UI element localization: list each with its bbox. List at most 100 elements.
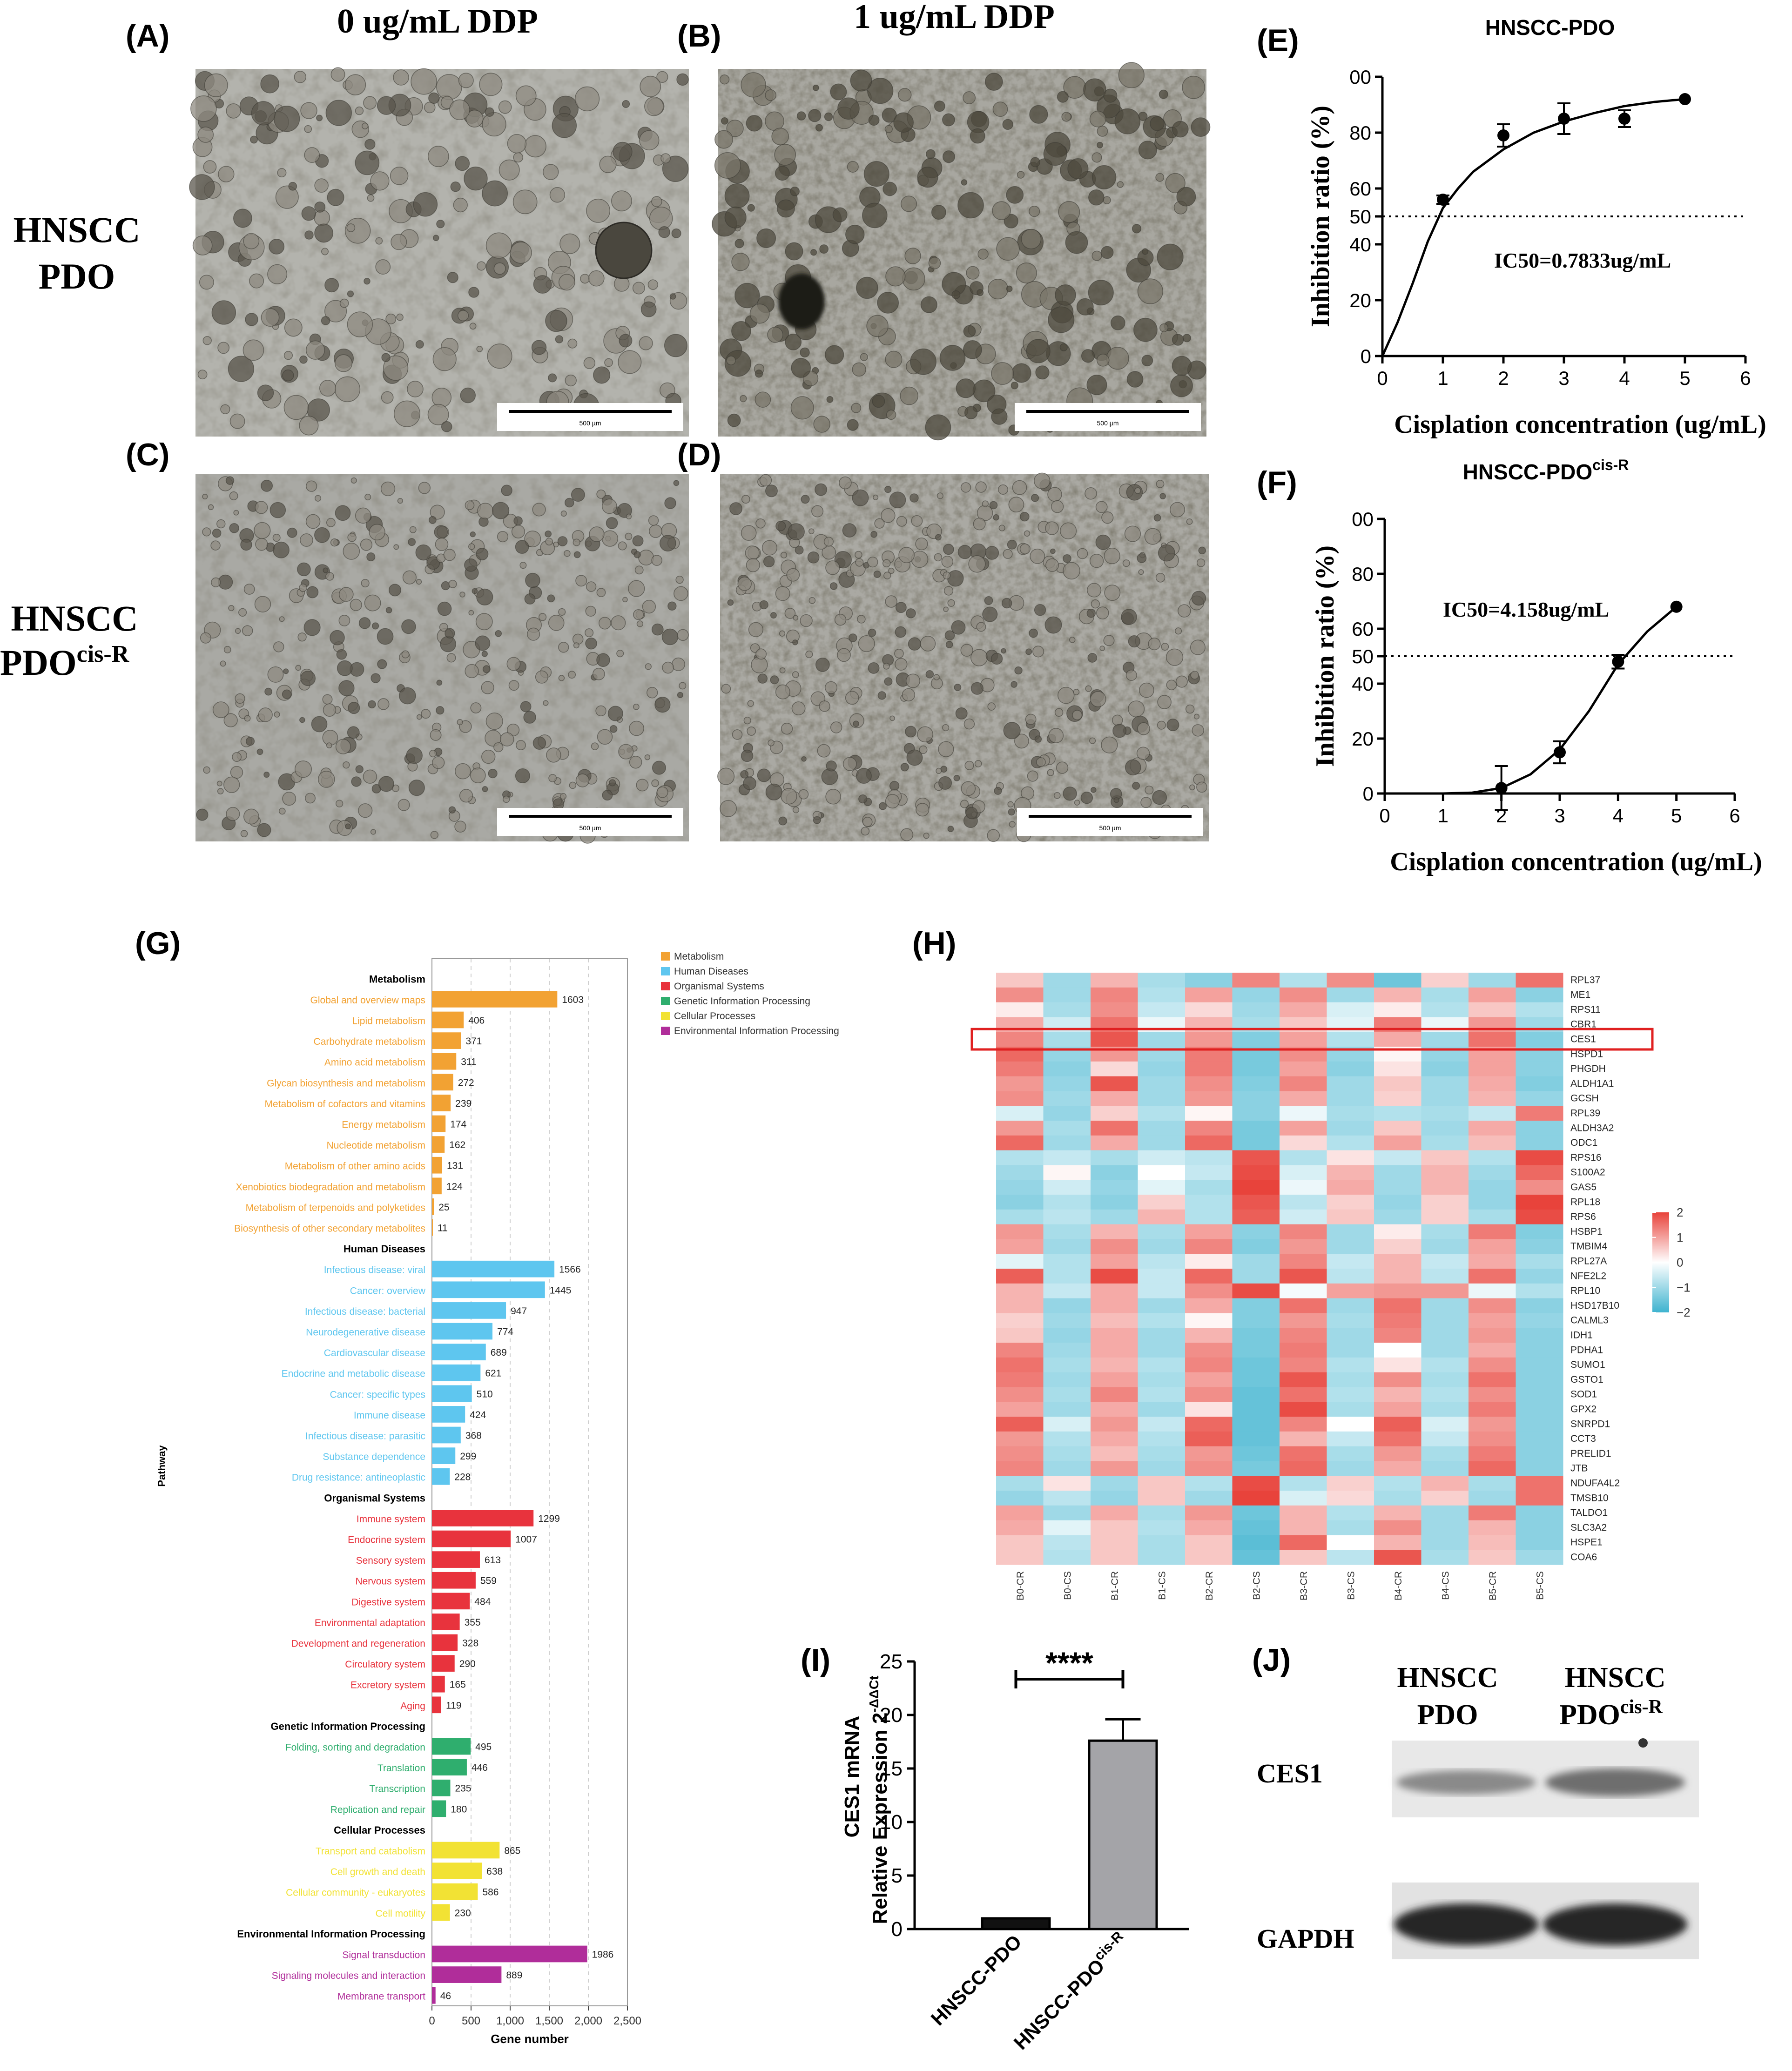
pathway-value: 446: [472, 1762, 488, 1773]
organoid: [1085, 685, 1092, 692]
data-point: [1497, 129, 1509, 141]
organoid: [862, 202, 888, 229]
organoid: [997, 484, 1009, 495]
organoid: [558, 642, 569, 653]
pathway-bar: [432, 1364, 481, 1381]
organoid: [834, 613, 847, 626]
organoid: [470, 767, 486, 784]
organoid: [408, 780, 425, 796]
gene-label: PRELID1: [1570, 1448, 1611, 1459]
organoid: [933, 674, 940, 680]
wb-band-ces1-cisr: [1545, 1768, 1685, 1796]
organoid: [815, 483, 828, 496]
heatmap-cell: [1043, 1224, 1091, 1239]
organoid: [974, 760, 982, 767]
chart-title-main: HNSCC-PDO: [1485, 15, 1615, 40]
organoid: [966, 266, 980, 280]
heatmap-cell: [1469, 1106, 1516, 1121]
heatmap-cell: [1232, 1061, 1280, 1077]
organoid: [774, 144, 796, 166]
heatmap-cell: [1469, 1476, 1516, 1491]
organoid: [671, 657, 685, 671]
pathway-value: 1603: [562, 995, 584, 1005]
organoid: [992, 201, 1011, 220]
heatmap-cell: [1138, 1417, 1186, 1432]
pathway-bar: [432, 1406, 465, 1423]
pathway-value: 484: [474, 1596, 491, 1607]
organoid: [228, 356, 255, 382]
heatmap-cell: [1327, 1328, 1374, 1343]
heatmap-cell: [1374, 1520, 1421, 1535]
wb-dust-spot: [1638, 1738, 1648, 1748]
organoid: [512, 189, 538, 215]
organoid: [677, 692, 683, 698]
organoid: [1026, 339, 1051, 363]
organoid: [338, 615, 350, 626]
heatmap-cell: [1469, 1209, 1516, 1225]
organoid: [203, 160, 217, 174]
pathway-bar: [432, 1593, 470, 1610]
organoid: [546, 747, 561, 763]
heatmap-cell: [1043, 1298, 1091, 1313]
organoid: [391, 234, 407, 250]
pathway-bar: [432, 1157, 443, 1174]
organoid: [348, 702, 360, 714]
organoid: [300, 102, 317, 119]
organoid: [1002, 119, 1013, 130]
organoid: [294, 760, 312, 778]
organoid: [755, 518, 766, 529]
heatmap-cell: [1043, 1461, 1091, 1476]
organoid: [450, 182, 461, 192]
organoid: [323, 703, 337, 717]
heatmap-cell: [1091, 1446, 1138, 1461]
heatmap-cell: [1138, 1387, 1186, 1402]
organoid: [673, 480, 680, 486]
significance-stars: ****: [1045, 1646, 1093, 1680]
heatmap-cell: [1327, 1061, 1374, 1077]
organoid: [1148, 638, 1161, 651]
organoid: [1025, 713, 1037, 725]
heatmap-cell: [1185, 1343, 1233, 1358]
heatmap-cell: [1138, 1121, 1186, 1136]
x-tick-label: 2: [1498, 367, 1509, 389]
heatmap-cell: [1280, 1402, 1327, 1417]
organoid: [1198, 546, 1206, 555]
heatmap-cell: [1185, 1106, 1233, 1121]
organoid: [499, 159, 520, 181]
heatmap-cell: [1374, 1476, 1421, 1491]
organoid: [1166, 679, 1177, 691]
heatmap-cell: [1374, 1091, 1421, 1106]
organoid: [1132, 224, 1142, 234]
organoid: [613, 141, 633, 162]
organoid: [679, 682, 687, 690]
organoid: [902, 267, 925, 291]
organoid: [223, 713, 238, 727]
heatmap-cell: [1327, 1476, 1374, 1491]
chart-title-main: HNSCC-PDO: [1463, 460, 1593, 484]
organoid: [632, 282, 645, 295]
pathway-bar: [432, 1468, 450, 1485]
organoid: [532, 736, 546, 750]
heatmap-cell: [1280, 1002, 1327, 1017]
heatmap-cell: [996, 1313, 1044, 1328]
organoid: [453, 197, 468, 213]
panel-label-j: (J): [1252, 1642, 1291, 1678]
heatmap-cell: [1516, 1239, 1563, 1254]
organoid: [651, 623, 664, 636]
heatmap-cell: [1469, 1387, 1516, 1402]
legend-label: Organismal Systems: [674, 981, 764, 992]
organoid: [640, 301, 657, 317]
y-tick-label: 0: [1361, 345, 1371, 367]
pathway-bar: [432, 1883, 478, 1900]
organoid: [941, 556, 954, 568]
gene-label: SUMO1: [1570, 1359, 1605, 1370]
x-tick-label: 0: [1379, 805, 1390, 827]
heatmap-cell: [1516, 1121, 1563, 1136]
organoid: [457, 719, 463, 726]
heatmap-cell: [1043, 1106, 1091, 1121]
organoid: [294, 71, 307, 83]
organoid: [426, 556, 440, 570]
organoid: [811, 505, 824, 518]
organoid: [256, 748, 263, 755]
heatmap-cell: [1327, 1298, 1374, 1313]
